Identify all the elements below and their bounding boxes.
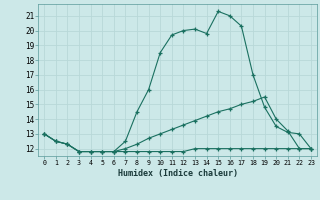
X-axis label: Humidex (Indice chaleur): Humidex (Indice chaleur): [118, 169, 238, 178]
